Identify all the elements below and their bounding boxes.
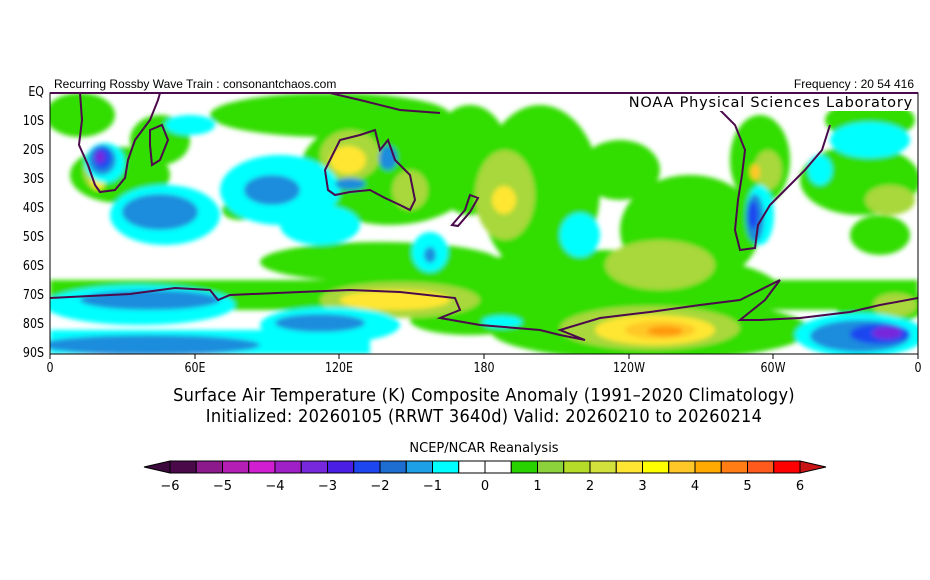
colorbar-swatch [720,460,748,474]
credit-label: NOAA Physical Sciences Laboratory [625,95,916,111]
lon-label: 60E [184,361,206,376]
colorbar-tick-label: 4 [690,479,700,494]
colorbar-swatch [432,460,460,474]
lat-label: 30S [22,172,44,187]
new-zealand-coast [450,193,480,228]
lat-label: 80S [22,317,44,332]
colorbar-swatch [405,460,433,474]
lon-label: 120E [324,361,354,376]
colorbar-swatch [458,460,486,474]
colorbar-tick-label: −1 [422,479,443,494]
header-frequency-text: Frequency : 20 54 416 [793,77,914,91]
colorbar-swatch [615,460,643,474]
colorbar-tick-label: 6 [795,479,805,494]
colorbar-swatch [694,460,722,474]
lon-label: 0 [914,361,922,376]
colorbar-swatch [379,460,407,474]
colorbar-swatch [589,460,617,474]
colorbar-swatch [195,460,223,474]
coastlines [50,93,918,341]
colorbar-tick-label: −3 [317,479,338,494]
indonesia-coast [329,93,441,114]
colorbar-swatch [222,460,250,474]
colorbar-swatch [300,460,328,474]
map-title: Surface Air Temperature (K) Composite An… [173,385,795,406]
lat-label: 60S [22,259,44,274]
australia-coast [323,128,417,212]
colorbar-swatch [668,460,696,474]
lon-label: 0 [46,361,54,376]
header-source-text: Recurring Rossby Wave Train : consonantc… [54,77,337,91]
colorbar-swatch [248,460,276,474]
lon-label: 180 [473,361,495,376]
south-america-coast [719,109,831,252]
colorbar-tick-label: 3 [638,479,647,494]
colorbar-under-arrow [143,460,171,474]
lon-label: 60W [760,361,786,376]
lat-label: EQ [28,85,44,100]
map-subtitle: Initialized: 20260105 (RRWT 3640d) Valid… [205,406,763,427]
lat-label: 40S [22,201,44,216]
axis-ticks [49,354,919,359]
colorbar-swatch [510,460,538,474]
lat-label: 70S [22,288,44,303]
lat-label: 10S [22,114,44,129]
colorbar-tick-label: 0 [480,479,490,494]
colorbar-tick-label: −6 [160,479,180,494]
colorbar-swatch [169,460,197,474]
colorbar-swatch [274,460,302,474]
lon-label: 120W [612,361,646,376]
lat-label: 20S [22,143,44,158]
colorbar-swatch [327,460,355,474]
colorbar [143,460,827,474]
colorbar-swatch [563,460,591,474]
antarctica-coast [50,279,918,341]
colorbar-swatch [773,460,801,474]
colorbar-swatch [747,460,775,474]
colorbar-swatch [537,460,565,474]
africa-coast [77,93,161,194]
colorbar-tick-label: −5 [212,479,233,494]
colorbar-swatch [353,460,381,474]
colorbar-tick-label: 1 [533,479,542,494]
colorbar-tick-label: −4 [265,479,285,494]
madagascar-coast [149,123,170,167]
colorbar-label: NCEP/NCAR Reanalysis [409,441,559,456]
lat-label: 90S [22,346,44,361]
colorbar-tick-label: −2 [370,479,390,494]
colorbar-over-arrow [799,460,827,474]
colorbar-tick-label: 5 [743,479,752,494]
colorbar-swatch [642,460,670,474]
lat-label: 50S [22,230,44,245]
colorbar-swatch [484,460,512,474]
colorbar-tick-label: 2 [585,479,595,494]
